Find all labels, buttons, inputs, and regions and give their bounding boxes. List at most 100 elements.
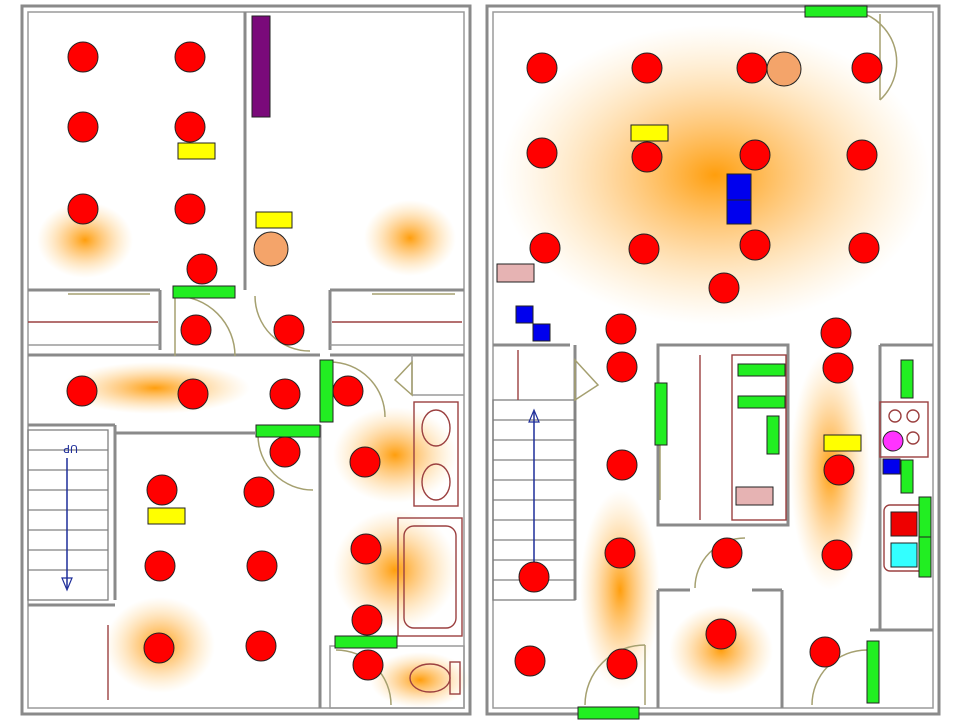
pink-device [735,486,774,506]
sensor-marker [246,550,278,582]
sensor-marker [631,141,663,173]
sensor-marker [705,618,737,650]
pink-device [496,263,535,283]
yellow-device [147,507,186,525]
cyan-device [890,542,918,568]
heat-zone [333,510,457,630]
receiver-marker [766,51,802,87]
sensor-marker [67,41,99,73]
red-square-device [890,511,918,537]
sensor-marker [186,253,218,285]
sensor-marker [243,476,275,508]
sensor-marker [350,533,382,565]
yellow-device [177,142,216,160]
green-device [334,635,398,649]
sensor-marker [66,375,98,407]
blue-device [515,305,534,324]
sensor-marker [736,52,768,84]
sensor-marker [820,317,852,349]
heat-zones [37,25,930,708]
green-device [866,640,880,704]
blue-device [726,199,752,225]
right-floor-walls [485,4,941,716]
sensor-marker [605,313,637,345]
green-device [577,706,640,720]
sensor-marker [526,137,558,169]
heat-zone [333,407,457,503]
heat-zone [370,652,470,708]
right-stairs [492,343,577,601]
sensor-marker [174,41,206,73]
sensor-marker [739,229,771,261]
sensor-marker [146,474,178,506]
sensor-marker [606,648,638,680]
yellow-device [823,434,862,452]
stair-label: UP [63,442,78,455]
sensors [66,41,883,681]
green-device [255,424,321,438]
blue-device [532,323,551,342]
sensor-marker [245,630,277,662]
magenta-device [882,430,904,452]
sensor-marker [628,233,660,265]
sensor-marker [143,632,175,664]
devices [147,5,932,720]
green-device [918,536,932,578]
yellow-device [255,211,293,229]
heat-zone [669,605,773,695]
left-stairs [27,429,109,601]
green-device [900,359,914,399]
sensor-marker [529,232,561,264]
sensor-marker [518,561,550,593]
sensor-marker [851,52,883,84]
sensor-marker [351,604,383,636]
sensor-marker [177,378,209,410]
heat-zone [580,490,660,690]
heat-zone [364,200,456,276]
green-device [900,459,914,494]
sensor-marker [846,139,878,171]
sensor-marker [514,645,546,677]
blue-device [726,173,752,201]
sensor-marker [174,111,206,143]
sensor-marker [269,436,301,468]
green-device [737,363,786,377]
sensor-marker [332,375,364,407]
green-device [804,5,868,18]
sensor-marker [269,378,301,410]
green-device [737,395,786,409]
sensor-marker [349,446,381,478]
sensor-marker [631,52,663,84]
receiver-marker [253,231,289,267]
sensor-marker [822,352,854,384]
sensor-marker [174,193,206,225]
sensor-marker [606,449,638,481]
sensor-marker [739,139,771,171]
green-device [766,415,780,455]
green-device [918,496,932,538]
sensor-marker [711,537,743,569]
sensor-marker [823,454,855,486]
sensor-marker [180,314,212,346]
left-floor-walls [20,4,472,716]
purple-device [251,15,271,118]
yellow-device [630,124,669,142]
heat-zone [500,25,930,325]
green-device [172,285,236,299]
heat-zone [37,202,133,278]
sensor-marker [144,550,176,582]
sensor-marker [809,636,841,668]
sensor-marker [526,52,558,84]
sensor-marker [67,193,99,225]
sensor-marker [821,539,853,571]
green-device [319,359,334,423]
sensor-marker [708,272,740,304]
sensor-marker [604,537,636,569]
sensor-marker [848,232,880,264]
blue-device [882,458,901,475]
sensor-marker [606,351,638,383]
sensor-marker [352,649,384,681]
sensor-marker [273,314,305,346]
green-device [654,382,668,446]
